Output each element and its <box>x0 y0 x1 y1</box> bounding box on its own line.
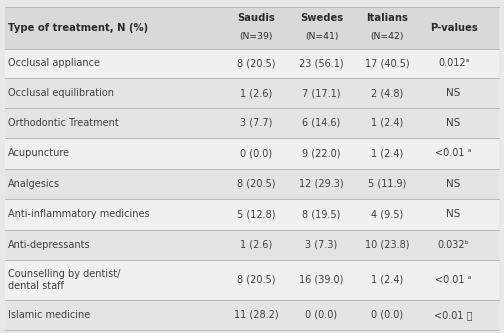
Bar <box>5 138 499 169</box>
Text: Anti-inflammatory medicines: Anti-inflammatory medicines <box>8 209 149 219</box>
Text: NS: NS <box>447 88 461 98</box>
Bar <box>5 7 499 49</box>
Text: Swedes: Swedes <box>300 13 343 23</box>
Text: 3 (7.3): 3 (7.3) <box>305 240 338 250</box>
Text: (N=41): (N=41) <box>305 32 338 41</box>
Text: 11 (28.2): 11 (28.2) <box>234 310 278 320</box>
Text: 6 (14.6): 6 (14.6) <box>302 118 341 128</box>
Text: 3 (7.7): 3 (7.7) <box>240 118 272 128</box>
Bar <box>5 260 499 300</box>
Text: 5 (12.8): 5 (12.8) <box>237 209 275 219</box>
Text: 4 (9.5): 4 (9.5) <box>371 209 403 219</box>
Text: dental staff: dental staff <box>8 280 64 290</box>
Text: Occlusal appliance: Occlusal appliance <box>8 58 100 68</box>
Text: 0.032ᵇ: 0.032ᵇ <box>438 240 469 250</box>
Text: 9 (22.0): 9 (22.0) <box>302 148 341 158</box>
Text: (N=42): (N=42) <box>370 32 404 41</box>
Bar <box>5 199 499 230</box>
Text: 1 (2.6): 1 (2.6) <box>240 88 272 98</box>
Text: 12 (29.3): 12 (29.3) <box>299 179 344 189</box>
Text: 0 (0.0): 0 (0.0) <box>371 310 403 320</box>
Text: 0.012ᵃ: 0.012ᵃ <box>438 58 469 68</box>
Text: Saudis: Saudis <box>237 13 275 23</box>
Text: Italians: Italians <box>366 13 408 23</box>
Text: Type of treatment, N (%): Type of treatment, N (%) <box>8 23 148 33</box>
Bar <box>5 49 499 78</box>
Bar <box>5 108 499 138</box>
Bar <box>5 169 499 199</box>
Text: 1 (2.4): 1 (2.4) <box>371 148 403 158</box>
Text: 5 (11.9): 5 (11.9) <box>368 179 406 189</box>
Text: 1 (2.4): 1 (2.4) <box>371 275 403 285</box>
Text: 10 (23.8): 10 (23.8) <box>365 240 409 250</box>
Text: 16 (39.0): 16 (39.0) <box>299 275 344 285</box>
Bar <box>5 78 499 108</box>
Text: Acupuncture: Acupuncture <box>8 148 70 158</box>
Text: NS: NS <box>447 209 461 219</box>
Bar <box>5 300 499 330</box>
Text: 23 (56.1): 23 (56.1) <box>299 58 344 68</box>
Text: 8 (20.5): 8 (20.5) <box>237 179 275 189</box>
Text: Islamic medicine: Islamic medicine <box>8 310 90 320</box>
Text: Counselling by dentist/: Counselling by dentist/ <box>8 269 120 279</box>
Text: (N=39): (N=39) <box>239 32 273 41</box>
Text: <0.01 ᵃ: <0.01 ᵃ <box>435 275 472 285</box>
Text: 17 (40.5): 17 (40.5) <box>365 58 409 68</box>
Text: 8 (19.5): 8 (19.5) <box>302 209 341 219</box>
Text: Occlusal equilibration: Occlusal equilibration <box>8 88 113 98</box>
Text: Orthodontic Treatment: Orthodontic Treatment <box>8 118 118 128</box>
Text: 0 (0.0): 0 (0.0) <box>240 148 272 158</box>
Text: 8 (20.5): 8 (20.5) <box>237 58 275 68</box>
Text: Anti-depressants: Anti-depressants <box>8 240 90 250</box>
Bar <box>5 230 499 260</box>
Text: 0 (0.0): 0 (0.0) <box>305 310 338 320</box>
Text: 8 (20.5): 8 (20.5) <box>237 275 275 285</box>
Text: P-values: P-values <box>430 23 477 33</box>
Text: 2 (4.8): 2 (4.8) <box>371 88 403 98</box>
Text: 1 (2.6): 1 (2.6) <box>240 240 272 250</box>
Text: <0.01 ၣ: <0.01 ၣ <box>434 310 473 320</box>
Text: NS: NS <box>447 118 461 128</box>
Text: <0.01 ᵃ: <0.01 ᵃ <box>435 148 472 158</box>
Text: NS: NS <box>447 179 461 189</box>
Text: Analgesics: Analgesics <box>8 179 59 189</box>
Text: 1 (2.4): 1 (2.4) <box>371 118 403 128</box>
Text: 7 (17.1): 7 (17.1) <box>302 88 341 98</box>
